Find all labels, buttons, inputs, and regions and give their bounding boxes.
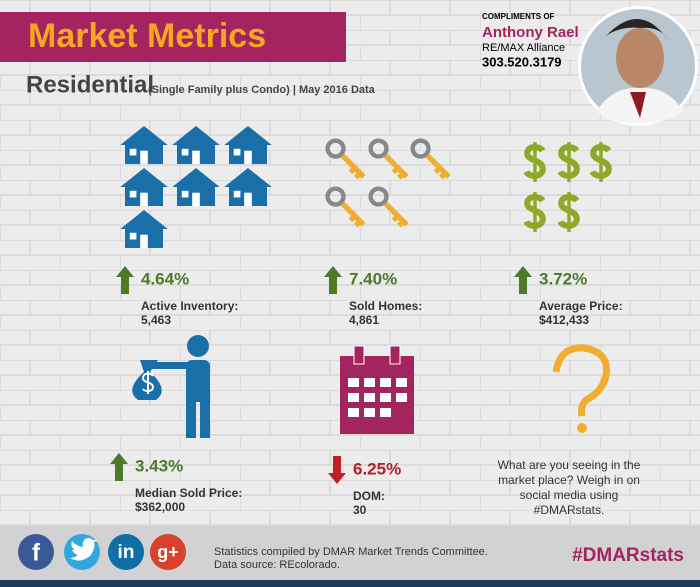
agent-photo bbox=[578, 6, 698, 126]
metric-value: 30 bbox=[353, 503, 367, 517]
stats-note: Statistics compiled by DMAR Market Trend… bbox=[214, 546, 488, 558]
googleplus-icon[interactable]: g+ bbox=[150, 534, 186, 570]
question-line: market place? Weigh in on bbox=[498, 473, 640, 487]
up-arrow bbox=[514, 266, 532, 294]
question-line: social media using bbox=[520, 488, 619, 502]
question-line: #DMARstats. bbox=[534, 503, 605, 517]
metric-label: Average Price: bbox=[539, 299, 623, 313]
metric-change: 7.40% bbox=[349, 269, 397, 288]
metric-change: 6.25% bbox=[353, 459, 401, 478]
metric-value: 5,463 bbox=[141, 313, 171, 327]
question-icon bbox=[552, 344, 611, 433]
metric-change: 3.72% bbox=[539, 269, 587, 288]
up-arrow bbox=[116, 266, 134, 294]
up-arrow bbox=[324, 266, 342, 294]
metric-label: DOM: bbox=[353, 489, 385, 503]
facebook-icon[interactable]: f bbox=[18, 534, 54, 570]
metric-value: 4,861 bbox=[349, 313, 379, 327]
calendar-icon bbox=[340, 345, 414, 434]
facebook-label: f bbox=[32, 539, 41, 566]
down-arrow bbox=[328, 456, 346, 484]
agent-company: RE/MAX Alliance bbox=[482, 42, 565, 54]
footer-stripe bbox=[0, 580, 700, 587]
googleplus-label: g+ bbox=[157, 542, 179, 562]
metrics: 4.64% Active Inventory:5,463 7.40% Sold Hom… bbox=[110, 266, 623, 517]
hashtag: #DMARstats bbox=[572, 545, 684, 566]
metric-label: Active Inventory: bbox=[141, 299, 238, 313]
source-note: Data source: REcolorado. bbox=[214, 559, 340, 571]
up-arrow bbox=[110, 453, 128, 481]
metric-change: 4.64% bbox=[141, 269, 189, 288]
metric-value: $362,000 bbox=[135, 500, 185, 514]
title-banner bbox=[0, 12, 346, 62]
linkedin-icon[interactable]: in bbox=[108, 534, 144, 570]
title: Market Metrics bbox=[28, 17, 266, 55]
question-line: What are you seeing in the bbox=[498, 458, 641, 472]
twitter-icon[interactable] bbox=[64, 534, 100, 570]
qualifier: (Single Family plus Condo) | May 2016 Da… bbox=[148, 84, 376, 96]
metric-label: Median Sold Price: bbox=[135, 486, 242, 500]
agent-phone: 303.520.3179 bbox=[482, 54, 562, 69]
subtitle: Residential bbox=[26, 71, 154, 98]
compliments: COMPLIMENTS OF bbox=[482, 12, 555, 21]
agent-name: Anthony Rael bbox=[482, 24, 579, 41]
metric-label: Sold Homes: bbox=[349, 299, 422, 313]
linkedin-label: in bbox=[118, 542, 135, 563]
metric-change: 3.43% bbox=[135, 456, 183, 475]
metric-value: $412,433 bbox=[539, 313, 589, 327]
money-person-icon bbox=[132, 335, 210, 438]
question-text: What are you seeing in the market place?… bbox=[498, 458, 641, 517]
